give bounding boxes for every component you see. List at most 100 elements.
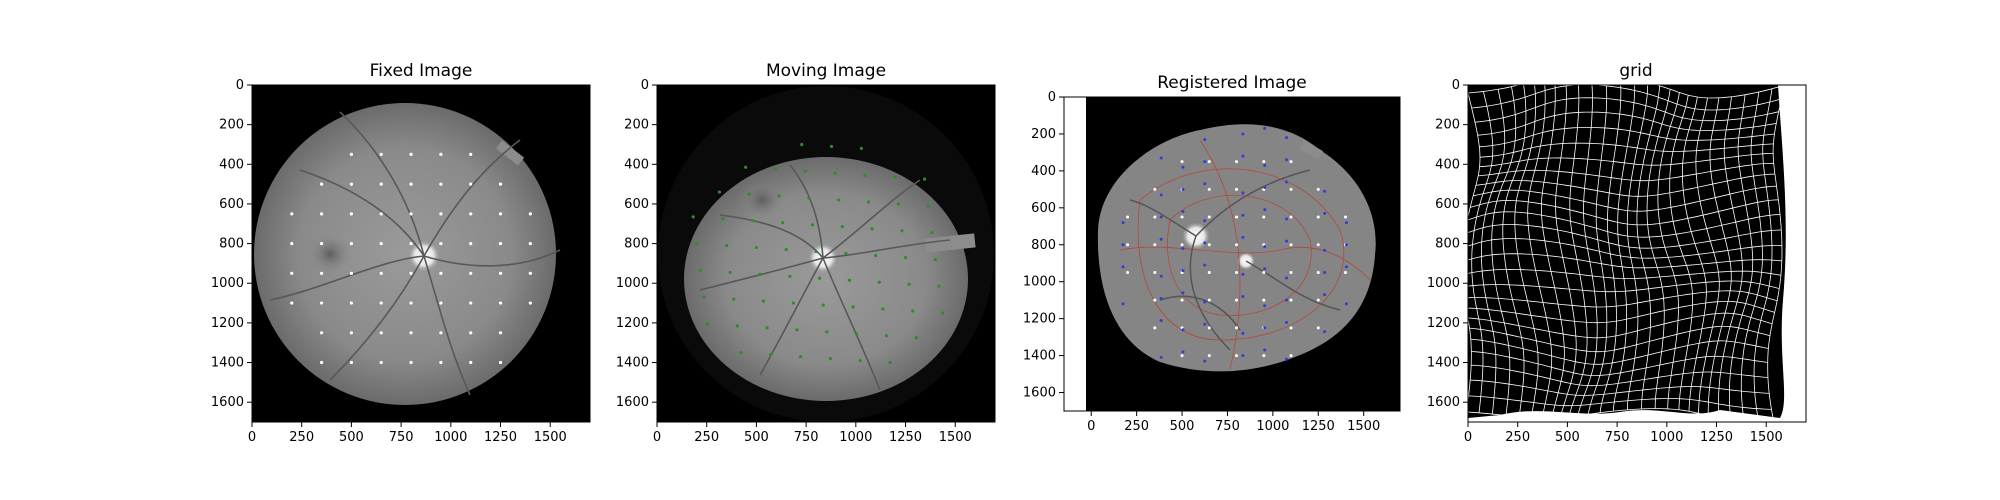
- landmark-point: [844, 251, 848, 256]
- landmark-point: [765, 326, 769, 330]
- landmark-point: [717, 190, 722, 194]
- secondary-landmark-point: [1284, 217, 1288, 221]
- y-tick-label: 600: [624, 197, 649, 212]
- landmark-point: [896, 202, 900, 206]
- x-tick-label: 250: [694, 430, 719, 445]
- y-tick-label: 1200: [1427, 316, 1460, 331]
- landmark-point: [1180, 215, 1184, 219]
- landmark-point: [1180, 243, 1184, 247]
- grid-line-vertical: [1740, 91, 1763, 422]
- landmark-points: [290, 152, 532, 365]
- landmark-point: [721, 217, 725, 221]
- y-tick-label: 1200: [211, 316, 244, 331]
- secondary-landmark-point: [1284, 180, 1288, 184]
- grid-line-vertical: [1636, 85, 1660, 409]
- grid-line-vertical: [1707, 97, 1732, 416]
- secondary-landmark-point: [1323, 211, 1327, 215]
- y-tick-label: 600: [1031, 201, 1056, 216]
- landmark-point: [1235, 270, 1239, 274]
- secondary-landmark-point: [1263, 245, 1267, 249]
- landmark-point: [409, 182, 413, 186]
- landmark-point: [439, 182, 443, 186]
- secondary-landmark-point: [1241, 331, 1245, 335]
- y-tick-label: 200: [624, 118, 649, 133]
- landmark-point: [788, 274, 792, 278]
- landmark-point: [798, 354, 803, 359]
- landmark-point: [409, 360, 413, 365]
- landmark-point: [379, 271, 383, 275]
- secondary-landmark-point: [1159, 274, 1163, 278]
- x-tick-label: 1500: [939, 430, 972, 445]
- y-tick-label: 600: [219, 197, 244, 212]
- landmark-point: [724, 243, 729, 248]
- grid-line-vertical: [1502, 85, 1527, 417]
- landmark-point: [409, 241, 413, 246]
- landmark-point: [319, 241, 324, 246]
- grid-line-vertical: [1753, 88, 1773, 422]
- x-tick-label: 1250: [1302, 419, 1335, 434]
- landmark-point: [828, 356, 832, 361]
- landmark-point: [290, 212, 294, 216]
- y-tick-label: 800: [1435, 237, 1460, 252]
- landmark-point: [1289, 160, 1293, 164]
- landmark-point: [930, 231, 934, 235]
- landmark-point: [847, 278, 852, 282]
- y-tick-label: 0: [1048, 90, 1056, 105]
- landmark-point: [914, 336, 918, 340]
- landmark-point: [379, 182, 383, 186]
- landmark-point: [814, 249, 818, 254]
- landmark-point: [1207, 243, 1211, 247]
- y-tick-label: 200: [1031, 127, 1056, 142]
- x-tick-label: 750: [1605, 430, 1630, 445]
- landmark-point: [469, 331, 473, 335]
- landmark-point: [874, 253, 878, 258]
- landmark-point: [728, 270, 732, 274]
- secondary-landmark-point: [1241, 354, 1245, 358]
- grid-line-vertical: [1527, 85, 1553, 419]
- grid-black-region: [1468, 85, 1786, 418]
- x-tick-label: 250: [1505, 430, 1530, 445]
- landmark-point: [1316, 243, 1320, 247]
- landmark-point: [1289, 215, 1293, 219]
- landmark-point: [1289, 354, 1293, 358]
- y-tick-label: 800: [1031, 238, 1056, 253]
- landmark-point: [1153, 270, 1157, 274]
- grid-line-vertical: [1767, 85, 1785, 422]
- landmark-point: [855, 332, 859, 336]
- y-axis: 0 200 400 600 800 1000 1200 1400 1600: [1023, 90, 1064, 401]
- secondary-landmark-point: [1263, 348, 1267, 352]
- y-axis: 0 200 400 600 800 1000 1200 1400 1600: [1427, 78, 1468, 410]
- landmark-point: [319, 301, 324, 305]
- landmark-point: [1153, 298, 1157, 302]
- secondary-landmark-point: [1284, 239, 1288, 243]
- landmark-point: [1180, 298, 1184, 302]
- landmark-point: [349, 331, 354, 335]
- secondary-landmark-point: [1181, 246, 1185, 250]
- secondary-landmark-point: [1181, 350, 1185, 354]
- landmark-point: [528, 212, 532, 216]
- y-tick-label: 0: [1452, 78, 1460, 93]
- secondary-landmark-point: [1241, 213, 1245, 217]
- landmark-point: [439, 360, 443, 365]
- secondary-landmark-point: [1203, 137, 1207, 141]
- landmark-point: [1316, 187, 1320, 191]
- y-tick-label: 200: [219, 118, 244, 133]
- y-tick-label: 400: [1435, 157, 1460, 172]
- secondary-landmark-point: [1323, 293, 1327, 297]
- grid-line-vertical: [1587, 85, 1608, 415]
- landmark-point: [409, 331, 413, 335]
- landmark-point: [469, 271, 473, 275]
- secondary-landmark-point: [1344, 302, 1348, 306]
- x-tick-label: 1250: [889, 430, 922, 445]
- secondary-landmark-point: [1159, 296, 1163, 300]
- landmark-point: [807, 196, 811, 200]
- landmark-point: [1153, 215, 1157, 219]
- grid-line-vertical: [1568, 85, 1588, 418]
- grid-line-vertical: [1540, 85, 1565, 419]
- x-tick-label: 1500: [534, 430, 567, 445]
- grid-line-vertical: [1626, 85, 1649, 410]
- landmark-point: [803, 169, 807, 173]
- panel-registered-image: Registered Image 0 250 500 7: [1023, 73, 1401, 434]
- secondary-landmark-point: [1203, 241, 1207, 245]
- grid-line-vertical: [1657, 92, 1680, 409]
